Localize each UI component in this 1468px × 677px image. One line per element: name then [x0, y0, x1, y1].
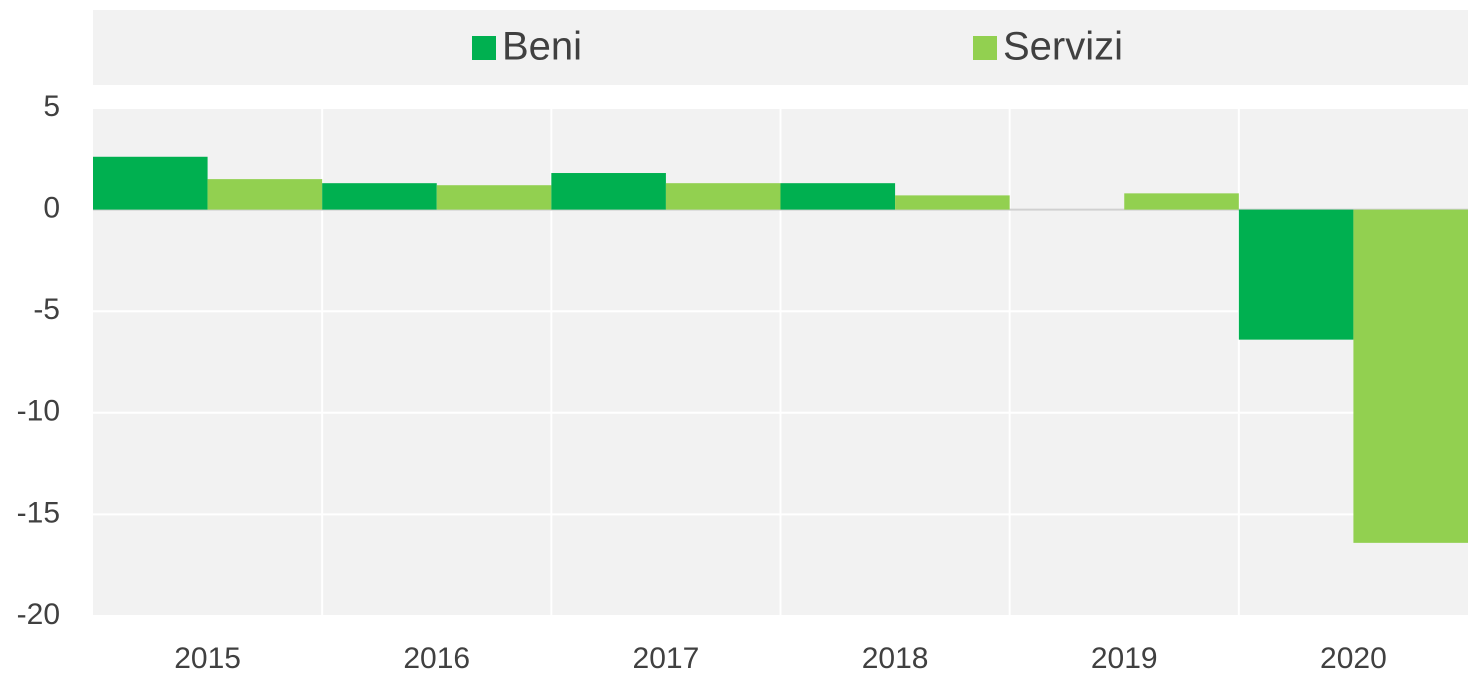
bar: [93, 156, 208, 210]
x-tick-label: 2019: [1091, 642, 1158, 675]
bar: [322, 183, 437, 210]
bar: [1124, 193, 1239, 210]
x-tick-label: 2017: [633, 642, 700, 675]
x-tick-label: 2020: [1320, 642, 1387, 675]
bar: [665, 183, 781, 210]
y-tick-label: 5: [43, 90, 60, 123]
bar: [1238, 209, 1354, 340]
y-tick-label: 0: [43, 192, 60, 225]
legend-background: [93, 10, 1468, 85]
x-tick-label: 2018: [862, 642, 929, 675]
legend-label: Servizi: [1003, 25, 1123, 69]
bar: [436, 185, 552, 210]
legend-label: Beni: [502, 25, 582, 69]
bar: [551, 173, 666, 210]
bar: [207, 179, 323, 210]
y-tick-label: -15: [17, 496, 60, 529]
bar: [1353, 209, 1468, 543]
x-tick-label: 2016: [403, 642, 470, 675]
y-tick-label: -5: [33, 293, 60, 326]
x-tick-label: 2015: [174, 642, 241, 675]
y-tick-label: -20: [17, 598, 60, 631]
bar: [895, 195, 1010, 210]
legend-swatch: [472, 36, 496, 60]
bar: [780, 183, 896, 210]
legend-swatch: [973, 36, 997, 60]
y-tick-label: -10: [17, 395, 60, 428]
